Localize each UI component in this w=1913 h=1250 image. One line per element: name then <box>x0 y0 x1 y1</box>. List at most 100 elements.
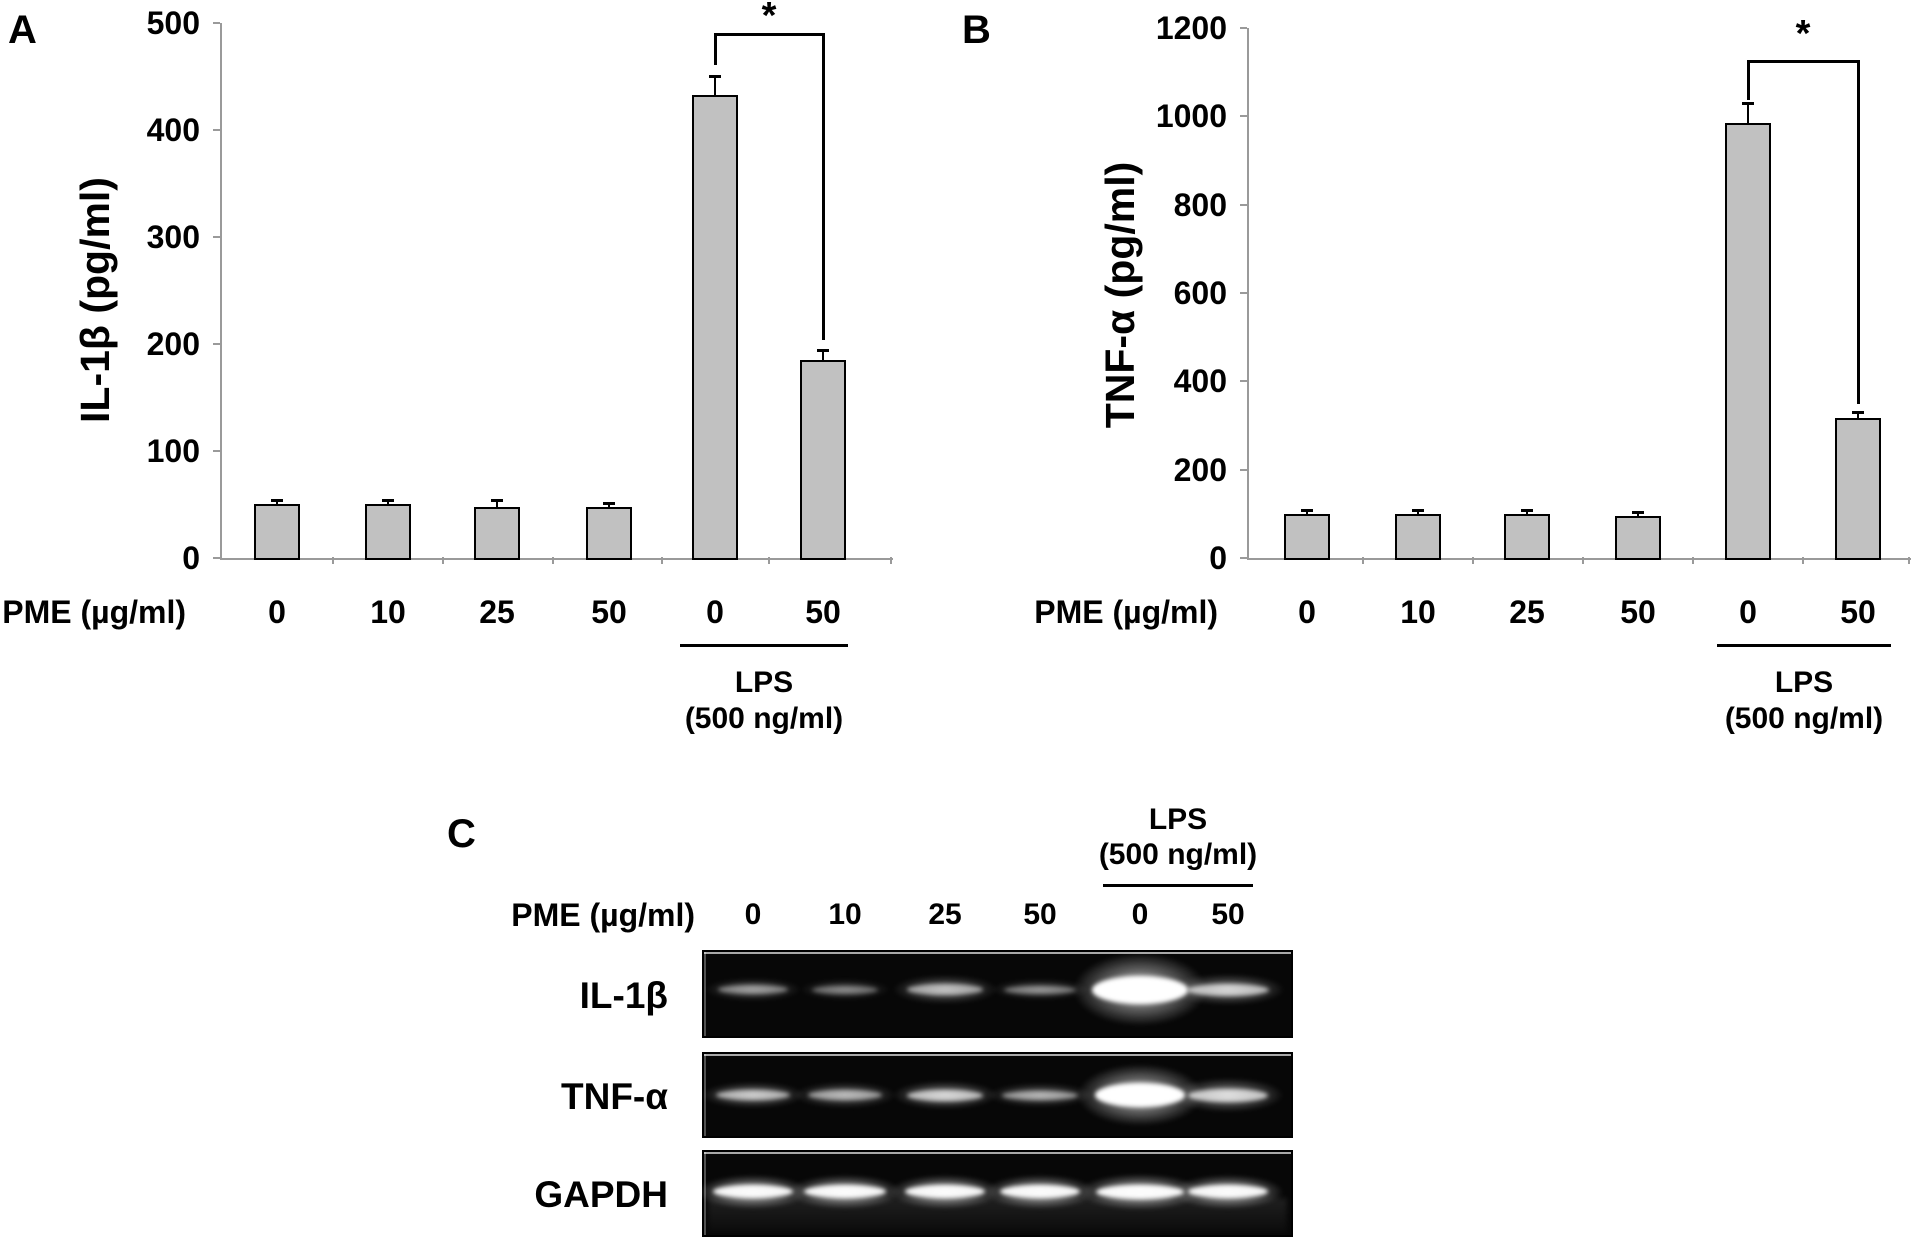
panel-a-y-axis <box>220 23 222 560</box>
panel-b-bar <box>1284 514 1330 560</box>
panel-a-error-bar <box>496 501 498 507</box>
panel-c-lane-label: 0 <box>744 898 762 931</box>
panel-b-error-bar-cap <box>1301 509 1313 512</box>
panel-c-gel-band <box>718 985 788 995</box>
panel-a-sig-bracket-right <box>822 33 825 340</box>
panel-b-error-bar <box>1306 511 1308 514</box>
panel-a-bar <box>800 360 846 560</box>
panel-a-x-tickmark <box>552 557 554 564</box>
panel-a-letter: A <box>8 8 37 52</box>
panel-b-x-tick-label: 25 <box>1509 594 1545 630</box>
panel-c-gel-band <box>716 1090 790 1100</box>
panel-b-y-tickmark <box>1240 203 1247 206</box>
panel-b-lps-label: LPS <box>1774 666 1834 699</box>
panel-a-x-axis-label: PME (µg/ml) <box>2 594 186 630</box>
panel-c-lane-label: 25 <box>928 898 962 931</box>
panel-b-x-axis <box>1247 558 1911 560</box>
panel-a-y-tick-label: 400 <box>146 112 200 148</box>
panel-a-y-tickmark <box>213 236 220 238</box>
panel-b-error-bar-cap <box>1521 509 1533 512</box>
panel-b-sig-bracket-right <box>1857 60 1860 404</box>
panel-b-y-tickmark <box>1240 468 1247 471</box>
panel-a-y-tickmark <box>213 557 220 559</box>
panel-b-error-bar-cap <box>1412 509 1424 512</box>
panel-c-lps-underline <box>1103 884 1253 887</box>
panel-a-sig-bracket-top <box>714 33 825 36</box>
panel-a-x-tick-label: 50 <box>591 594 627 630</box>
panel-b-error-bar <box>1526 511 1528 514</box>
panel-c-x-axis-label: PME (µg/ml) <box>511 897 695 933</box>
panel-b-x-tick-label: 0 <box>1739 594 1757 630</box>
panel-a-error-bar-cap <box>709 75 721 78</box>
panel-a-y-tick-label: 200 <box>146 326 200 362</box>
panel-c-lane-label: 0 <box>1131 898 1149 931</box>
panel-c-gel-band <box>1096 1184 1184 1199</box>
panel-a-y-tick-label: 300 <box>146 219 200 255</box>
panel-a-error-bar-cap <box>382 499 394 502</box>
panel-b-error-bar <box>1417 511 1419 514</box>
panel-c-lane-label: 50 <box>1023 898 1057 931</box>
panel-a-bar <box>586 507 632 560</box>
panel-b-error-bar-cap <box>1742 102 1754 105</box>
panel-b-y-tickmark <box>1240 380 1247 383</box>
panel-a-x-tickmark <box>768 557 770 564</box>
panel-b-y-tick-label: 600 <box>1173 275 1227 311</box>
panel-b-error-bar <box>1747 104 1749 123</box>
panel-a-bar <box>365 504 411 560</box>
panel-b-x-tick-label: 50 <box>1840 594 1876 630</box>
panel-c-gel-band <box>907 984 983 996</box>
panel-a-lps-label: LPS <box>734 666 794 699</box>
panel-b-bar <box>1835 418 1881 560</box>
panel-a-sig-bracket-left <box>714 33 717 65</box>
panel-c-gel-band <box>808 1090 882 1100</box>
panel-b-y-tickmark <box>1240 557 1247 559</box>
panel-c-gel-row-label: IL-1β <box>579 975 668 1016</box>
panel-a-x-tickmark <box>890 557 892 564</box>
panel-b-y-tickmark <box>1240 292 1247 294</box>
panel-c-lps-dose-label: (500 ng/ml) <box>1098 838 1258 871</box>
panel-b-sig-bracket-left <box>1747 60 1750 100</box>
panel-c-gel-band <box>1000 1185 1080 1199</box>
panel-b-sig-bracket-top <box>1747 60 1860 63</box>
panel-b-x-tickmark <box>1471 557 1474 564</box>
panel-a-lps-dose-label: (500 ng/ml) <box>684 702 844 735</box>
panel-b-bar <box>1504 514 1550 560</box>
panel-b-y-tick-label: 800 <box>1173 186 1227 223</box>
panel-b-x-tick-label: 50 <box>1620 594 1656 630</box>
panel-b-error-bar <box>1857 413 1859 418</box>
panel-a-y-tickmark <box>213 343 220 345</box>
panel-c-gel-band <box>907 1089 983 1101</box>
panel-c-letter: C <box>447 812 476 856</box>
panel-a-x-tick-label: 25 <box>479 594 515 630</box>
panel-b-x-tick-label: 0 <box>1298 594 1316 630</box>
panel-a-x-tick-label: 50 <box>805 594 841 630</box>
panel-b-y-tickmark <box>1240 27 1247 29</box>
panel-a-x-tick-label: 10 <box>370 594 406 630</box>
panel-a-x-axis <box>220 558 893 560</box>
panel-b-error-bar-cap <box>1852 411 1864 414</box>
panel-a-y-tickmark <box>213 22 220 24</box>
panel-a-error-bar <box>387 501 389 504</box>
panel-b-y-tick-label: 200 <box>1173 451 1227 488</box>
panel-c-gel-band <box>1002 1090 1078 1100</box>
panel-a-error-bar-cap <box>603 502 615 505</box>
panel-b-letter: B <box>962 8 991 52</box>
panel-c-gel-band <box>1188 1088 1268 1102</box>
panel-b-x-tickmark <box>1908 557 1910 564</box>
panel-a-bar <box>474 507 520 560</box>
panel-a-error-bar <box>714 77 716 95</box>
panel-c-gel-band <box>713 1185 793 1199</box>
panel-a-y-axis-title: IL-1β (pg/ml) <box>72 177 118 423</box>
panel-b-error-bar <box>1637 513 1639 516</box>
panel-b-x-tickmark <box>1581 557 1584 564</box>
panel-c-gel-band <box>812 985 878 994</box>
panel-c-gel-haze <box>708 1197 1287 1233</box>
panel-c-lps-label: LPS <box>1148 803 1208 836</box>
panel-a-error-bar <box>276 501 278 504</box>
panel-a-bar <box>254 504 300 560</box>
panel-a-x-tickmark <box>331 557 334 564</box>
panel-a-error-bar-cap <box>491 499 503 502</box>
panel-c-gel-band <box>1188 1185 1268 1199</box>
panel-a-error-bar <box>608 504 610 507</box>
panel-b-x-tickmark <box>1692 557 1694 564</box>
